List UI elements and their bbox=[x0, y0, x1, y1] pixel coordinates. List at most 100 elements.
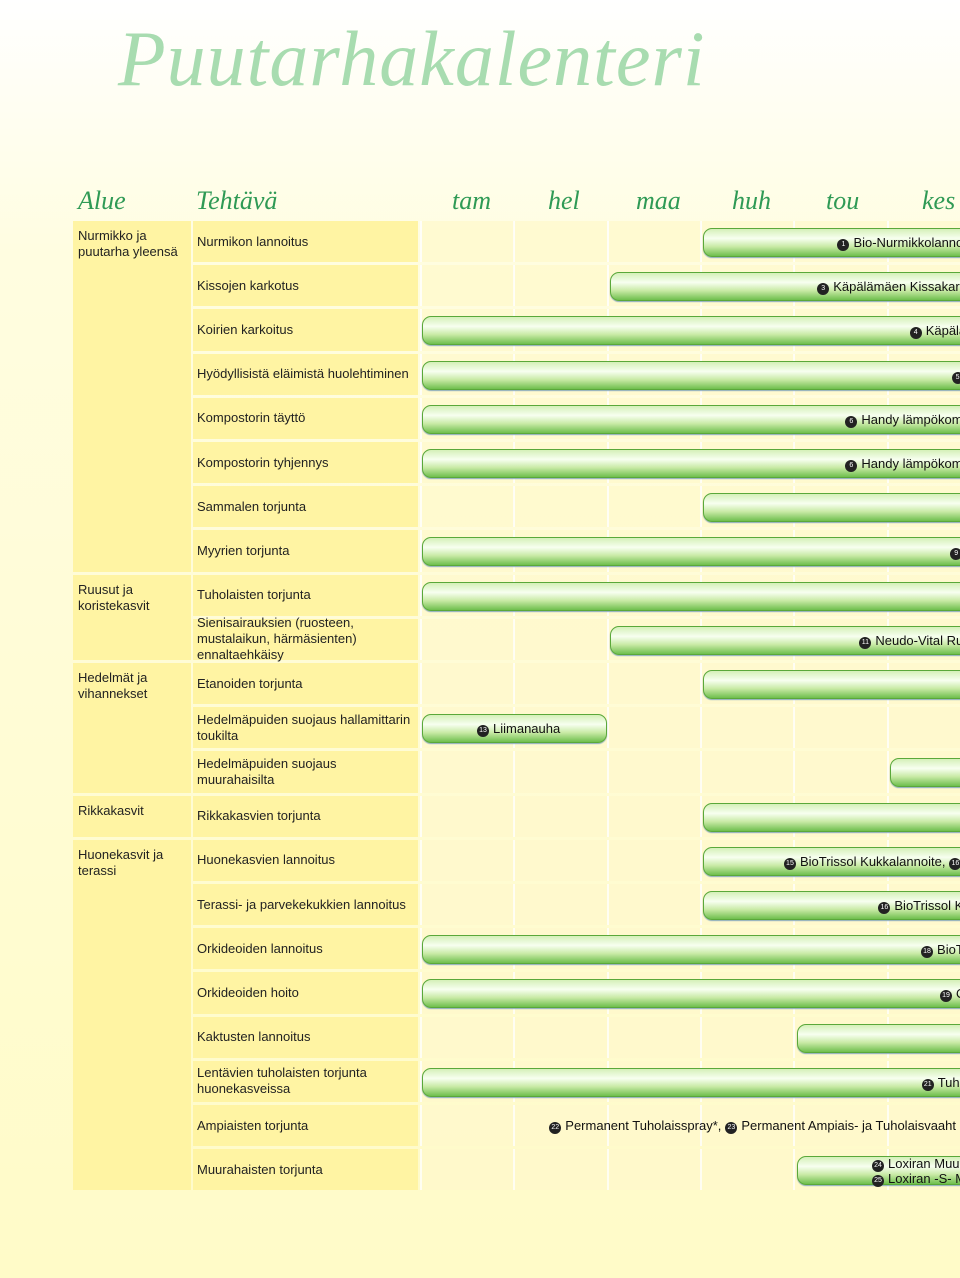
product-name: Käpälämäen Kissakarkot bbox=[833, 279, 960, 295]
task-cell: Hedelmäpuiden suojaus muurahaisilta bbox=[193, 751, 418, 793]
task-text: Hyödyllisistä eläimistä huolehtiminen bbox=[197, 366, 409, 382]
task-label: Orkideoiden lannoitus bbox=[197, 928, 417, 969]
timeline-cell bbox=[793, 1105, 887, 1147]
task-text: Etanoiden torjunta bbox=[197, 675, 303, 691]
product-name: Ork bbox=[956, 986, 960, 1001]
task-label: Terassi- ja parvekekukkien lannoitus bbox=[197, 884, 417, 925]
badge: 22 bbox=[549, 1122, 562, 1134]
bar-label: 4Käpäläm bbox=[906, 323, 960, 340]
badge: 6 bbox=[845, 415, 858, 428]
timeline-cell bbox=[420, 618, 514, 660]
month-header: huh bbox=[732, 186, 771, 215]
timeline-cell bbox=[887, 1105, 960, 1147]
bar: 24 Loxiran Muu 25 Loxiran -S- M bbox=[797, 1156, 960, 1188]
timeline-cell bbox=[513, 1149, 607, 1191]
task-label: Huonekasvien lannoitus bbox=[197, 840, 417, 881]
timeline-cell bbox=[793, 751, 887, 793]
badge: 3 bbox=[817, 283, 830, 296]
timeline-cell bbox=[607, 221, 701, 263]
task-text: Huonekasvien lannoitus bbox=[197, 852, 336, 868]
timeline-cell bbox=[420, 486, 514, 528]
timeline-cell bbox=[700, 751, 794, 793]
task-text: Terassi- ja parvekekukkien lannoitus bbox=[197, 896, 406, 912]
timeline-cell bbox=[513, 751, 607, 793]
area-cell: Huonekasvit ja terassi bbox=[73, 839, 191, 1191]
task-cell: Lentävien tuholaisten torjunta huonekasv… bbox=[193, 1060, 418, 1102]
timeline-cell bbox=[420, 751, 514, 793]
product-name: BioTris bbox=[937, 942, 960, 958]
badge: 18 bbox=[921, 946, 934, 959]
bar-label: 19Ork bbox=[936, 986, 960, 1003]
bar-label: 5H bbox=[948, 368, 960, 384]
bar bbox=[703, 802, 960, 832]
area-label: Ruusut ja koristekasvit bbox=[78, 581, 150, 613]
task-cell: Kissojen karkotus bbox=[193, 265, 418, 307]
bar bbox=[797, 1023, 960, 1053]
area-label: Huonekasvit ja terassi bbox=[78, 846, 164, 878]
bar: 19Ork bbox=[422, 979, 960, 1009]
month-header: tou bbox=[826, 186, 860, 215]
product-name: BioTrissol Kuk bbox=[894, 898, 960, 913]
task-label: Kompostorin tyhjennys bbox=[197, 442, 417, 483]
task-text: Kissojen karkotus bbox=[197, 277, 299, 293]
bar-label: 9M bbox=[946, 544, 960, 561]
task-cell: Kompostorin täyttö bbox=[193, 397, 418, 439]
task-text: Sienisairauksien (ruosteen, mustalaikun,… bbox=[197, 615, 357, 663]
bar-text-area: 22 Permanent Tuholaisspray*, 23 Permanent A… bbox=[549, 1112, 960, 1139]
task-cell: Rikkakasvien torjunta bbox=[193, 795, 418, 837]
timeline-cell bbox=[420, 265, 514, 307]
timeline-cell bbox=[700, 1105, 794, 1147]
month-header: kes bbox=[922, 186, 956, 215]
timeline-cell bbox=[607, 751, 701, 793]
month-header: tam bbox=[452, 186, 491, 215]
task-cell: Kompostorin tyhjennys bbox=[193, 442, 418, 484]
bar-label: 24 Loxiran Muu 25 Loxiran -S- M bbox=[868, 1157, 960, 1188]
timeline-cell bbox=[513, 795, 607, 837]
timeline-cell bbox=[513, 221, 607, 263]
area-header: Alue bbox=[78, 186, 126, 215]
task-label: Etanoiden torjunta bbox=[197, 663, 417, 704]
badge: 19 bbox=[940, 990, 953, 1003]
task-text: Hedelmäpuiden suojaus muurahaisilta bbox=[197, 755, 337, 787]
bar bbox=[703, 493, 960, 523]
timeline-cell bbox=[420, 884, 514, 926]
task-label: Kompostorin täyttö bbox=[197, 398, 417, 439]
timeline-cell bbox=[607, 663, 701, 705]
timeline-cell bbox=[513, 486, 607, 528]
month-header: hel bbox=[548, 186, 580, 215]
bar bbox=[422, 581, 960, 611]
task-text: Koirien karkoitus bbox=[197, 321, 294, 337]
task-cell: Myyrien torjunta bbox=[193, 530, 418, 572]
timeline-cell bbox=[607, 707, 701, 749]
task-label: Ampiaisten torjunta bbox=[197, 1105, 417, 1146]
task-text: Orkideoiden lannoitus bbox=[197, 940, 323, 956]
product-name: Handy lämpökompo bbox=[861, 456, 960, 471]
area-cell: Ruusut ja koristekasvit bbox=[73, 574, 191, 660]
timeline-cell bbox=[513, 265, 607, 307]
task-label: Myyrien torjunta bbox=[197, 530, 417, 571]
badge: 16 bbox=[949, 857, 960, 870]
task-cell: Terassi- ja parvekekukkien lannoitus bbox=[193, 884, 418, 926]
product-name: Bio-Nurmikkolannoite bbox=[853, 235, 960, 250]
task-text: Lentävien tuholaisten torjunta huonekasv… bbox=[197, 1065, 367, 1097]
task-cell: Koirien karkoitus bbox=[193, 309, 418, 351]
task-label: Kaktusten lannoitus bbox=[197, 1017, 417, 1058]
task-text: Myyrien torjunta bbox=[197, 542, 290, 558]
task-label: Koirien karkoitus bbox=[197, 309, 417, 350]
task-label: Nurmikon lannoitus bbox=[197, 221, 417, 262]
badge: 6 bbox=[845, 460, 858, 472]
product-name: Tuhola bbox=[937, 1074, 960, 1090]
bar: 18BioTris bbox=[422, 935, 960, 965]
area-label: Hedelmät ja vihannekset bbox=[78, 670, 148, 701]
timeline-cell bbox=[420, 1016, 514, 1058]
product-name: Neudo-Vital Ruus bbox=[875, 632, 960, 648]
bar-label: 13 Liimanauha bbox=[473, 721, 560, 738]
